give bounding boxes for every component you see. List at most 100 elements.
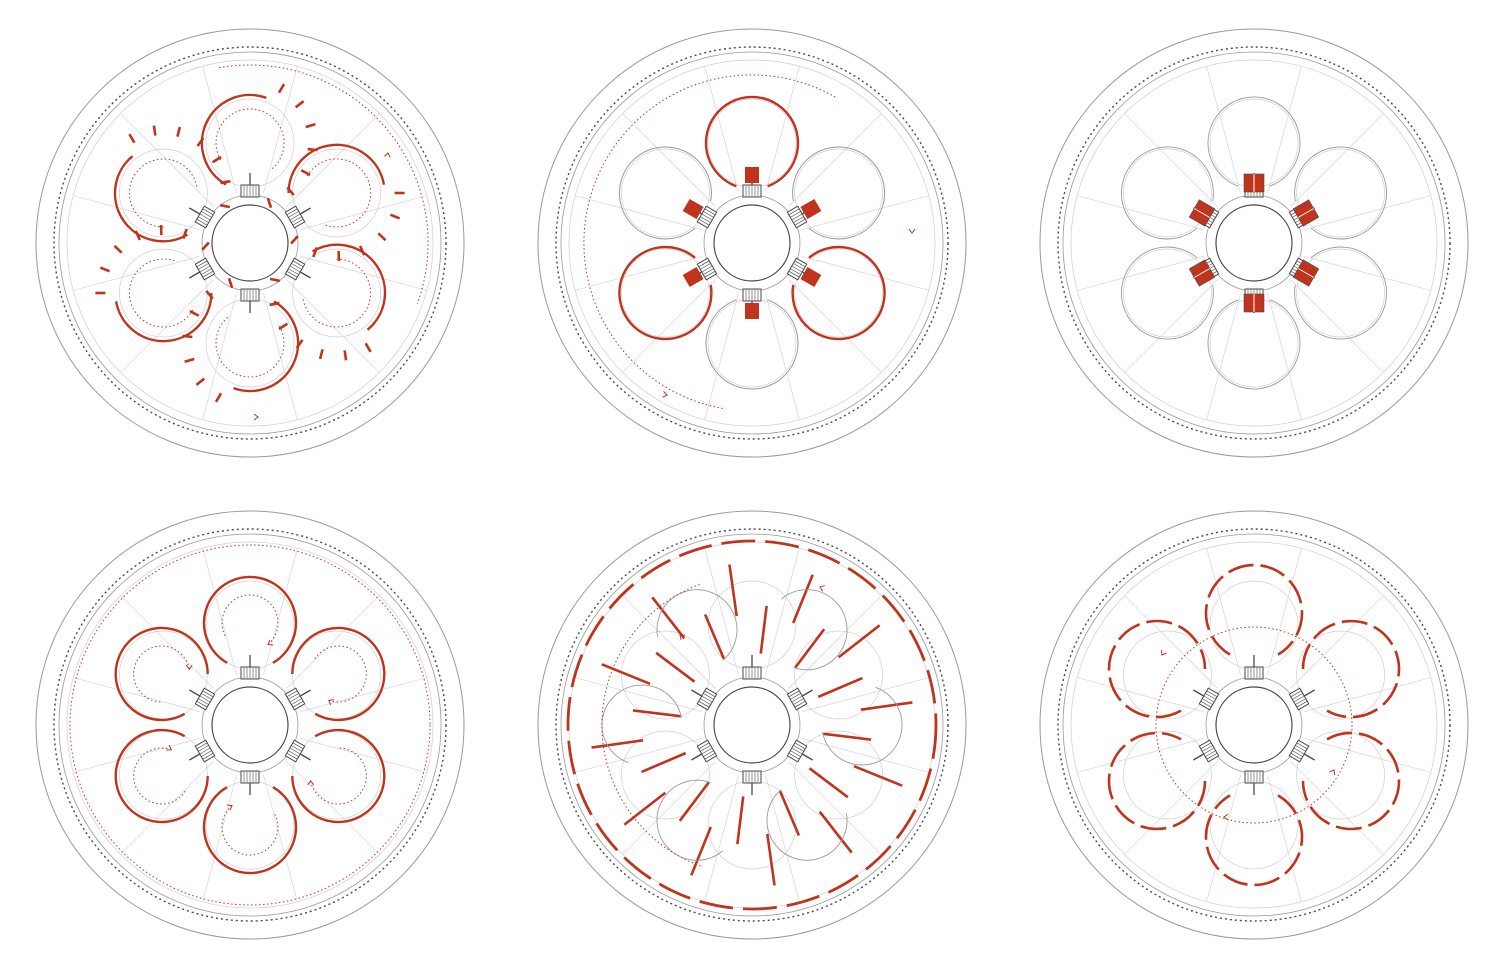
stair-tread bbox=[292, 218, 304, 226]
stair-tread bbox=[1206, 752, 1218, 760]
inner-facade-ring bbox=[1062, 51, 1446, 435]
stair-tread bbox=[291, 216, 302, 223]
stair-block bbox=[1292, 259, 1320, 287]
petal-wall-arc bbox=[287, 143, 386, 194]
dotted-route bbox=[302, 258, 372, 328]
stair-tread bbox=[202, 752, 214, 760]
radial-wall bbox=[766, 833, 776, 886]
stair-tread bbox=[1292, 750, 1303, 757]
stair-tread bbox=[788, 270, 800, 278]
loop-wall-grey bbox=[1207, 299, 1301, 390]
stair-tread bbox=[196, 218, 208, 226]
dotted-route bbox=[306, 158, 372, 228]
seat-tick bbox=[189, 309, 200, 317]
stair-tread bbox=[793, 263, 804, 270]
dotted-route bbox=[215, 316, 285, 378]
stair-stub bbox=[240, 770, 260, 795]
seat-tick bbox=[152, 125, 157, 136]
stair-post bbox=[1303, 753, 1315, 761]
stair-tread bbox=[793, 745, 804, 752]
stair-tread bbox=[196, 260, 208, 268]
stair-tread bbox=[791, 265, 803, 273]
radial-guide bbox=[1206, 548, 1241, 675]
guide-petal bbox=[621, 248, 710, 338]
stair-tread bbox=[794, 260, 806, 268]
stair-stub bbox=[742, 770, 762, 795]
radial-guide bbox=[286, 761, 380, 855]
plan-diagram-6 bbox=[1034, 505, 1474, 945]
plan-diagram-5 bbox=[532, 505, 972, 945]
stair-tread bbox=[790, 750, 801, 757]
seat-tick bbox=[99, 266, 111, 273]
petal-wall-arc bbox=[114, 292, 213, 343]
stair-tread bbox=[703, 693, 714, 700]
guide-petal bbox=[292, 248, 381, 338]
radial-wall bbox=[623, 791, 667, 826]
seat-tick bbox=[128, 133, 136, 144]
stair-tread bbox=[1296, 700, 1308, 708]
radial-guide bbox=[1077, 677, 1204, 712]
outer-wall bbox=[35, 28, 465, 458]
radial-guide bbox=[704, 548, 739, 675]
stair-tread bbox=[1293, 695, 1305, 703]
seat-tick bbox=[113, 244, 123, 254]
stair-tread bbox=[196, 700, 208, 708]
radial-guide bbox=[802, 677, 929, 712]
radial-guide bbox=[73, 256, 200, 291]
stair-tread bbox=[199, 213, 211, 221]
radial-guide bbox=[286, 113, 380, 207]
stair-tread bbox=[199, 747, 211, 755]
stair-tread bbox=[292, 260, 304, 268]
radial-guide bbox=[1077, 256, 1204, 291]
stair-post bbox=[801, 689, 813, 697]
radial-guide bbox=[802, 738, 929, 773]
stair-tread bbox=[291, 698, 302, 705]
stair-stub bbox=[189, 205, 216, 229]
arrow-stroke bbox=[307, 780, 315, 786]
stair-tread bbox=[198, 698, 209, 705]
radial-wall bbox=[823, 732, 872, 741]
radial-guide bbox=[202, 66, 237, 193]
spiral-wall bbox=[202, 786, 298, 875]
stair-stub bbox=[1288, 687, 1315, 711]
stair-tread bbox=[202, 208, 214, 216]
facade-ring bbox=[53, 528, 447, 922]
stair-tread bbox=[289, 695, 301, 703]
inner-facade-ring bbox=[560, 51, 944, 435]
guide-petal bbox=[621, 730, 710, 820]
radial-guide bbox=[704, 775, 739, 902]
stair-tread bbox=[701, 695, 713, 703]
radial-guide bbox=[802, 256, 929, 291]
stair-stub bbox=[691, 687, 718, 711]
radial-guide bbox=[120, 113, 214, 207]
plan-diagram-3 bbox=[1034, 23, 1474, 463]
radial-guide bbox=[1290, 279, 1384, 373]
stair-block-fill bbox=[800, 198, 822, 220]
guide-petal bbox=[794, 248, 883, 338]
stair-block bbox=[682, 198, 704, 220]
guide-petal bbox=[292, 630, 381, 720]
outer-dotted-route bbox=[583, 74, 837, 409]
guide-petal bbox=[119, 248, 208, 338]
radial-wall bbox=[792, 574, 814, 624]
stair-post bbox=[691, 753, 703, 761]
outer-dashed-wall bbox=[566, 539, 938, 911]
seat-tick bbox=[219, 203, 231, 209]
stair-tread bbox=[791, 213, 803, 221]
radial-guide bbox=[575, 195, 702, 230]
radial-guide bbox=[263, 775, 298, 902]
radial-wall bbox=[778, 790, 801, 836]
stair-tread bbox=[288, 750, 299, 757]
arrow-stroke bbox=[185, 664, 193, 670]
radial-guide bbox=[1206, 775, 1241, 902]
radial-guide bbox=[120, 761, 214, 855]
facade-ring bbox=[53, 46, 447, 440]
arrow-head bbox=[1329, 769, 1336, 776]
stair-tread bbox=[698, 700, 710, 708]
loop-wall-grey bbox=[618, 146, 712, 240]
plan-diagram-1 bbox=[30, 23, 470, 463]
loop-wall-grey bbox=[1294, 146, 1388, 240]
arrow-head bbox=[267, 639, 274, 646]
stair-tread bbox=[1205, 693, 1216, 700]
seat-tick bbox=[290, 235, 299, 245]
